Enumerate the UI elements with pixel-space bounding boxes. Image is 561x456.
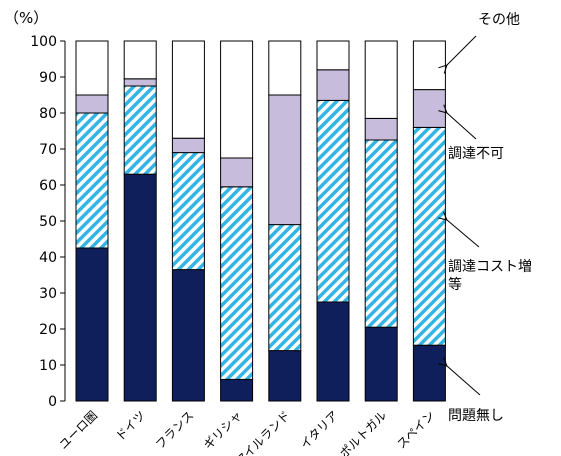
- bar-segment-no-problem: [171, 269, 205, 402]
- legend-arrow: [447, 35, 477, 65]
- bar-segment-other: [171, 40, 205, 139]
- bar-segment-unavailable: [412, 89, 446, 128]
- x-tick-label: イタリア: [298, 408, 342, 452]
- bar-stack: [412, 40, 446, 402]
- bar-segment-other: [316, 40, 350, 71]
- bar-stack: [171, 40, 205, 402]
- x-tick-label: ポルトガル: [337, 408, 389, 456]
- legend: 問題無し 調達コスト増等 調達不可 その他: [447, 12, 532, 424]
- legend-label: 調達不可: [448, 146, 504, 162]
- bar-segment-no-problem: [75, 247, 109, 402]
- bar-segment-other: [220, 40, 254, 159]
- bars: [75, 40, 446, 402]
- x-tick-label: ギリシャ: [201, 408, 245, 452]
- legend-label-line: 等: [448, 276, 462, 293]
- y-tick-label: 60: [39, 178, 57, 194]
- bar-segment-unavailable: [220, 157, 254, 188]
- legend-label: 問題無し: [448, 408, 504, 424]
- bar-segment-cost-increase: [75, 112, 109, 249]
- y-tick-label: 10: [39, 358, 57, 374]
- bar-stack: [220, 40, 254, 402]
- bar-segment-no-problem: [268, 350, 302, 402]
- bar-segment-no-problem: [364, 326, 398, 402]
- x-tick-label: ドイツ: [113, 408, 148, 443]
- bar-segment-no-problem: [123, 173, 157, 402]
- bar-segment-cost-increase: [364, 139, 398, 328]
- bar-segment-no-problem: [316, 301, 350, 402]
- y-tick-label: 80: [39, 106, 57, 122]
- bar-segment-other: [268, 40, 302, 96]
- y-tick-label: 0: [48, 394, 57, 410]
- bar-segment-unavailable: [364, 117, 398, 141]
- bar-segment-cost-increase: [316, 99, 350, 303]
- bar-segment-cost-increase: [220, 186, 254, 380]
- bar-segment-cost-increase: [171, 152, 205, 271]
- y-axis-unit-label: （%）: [4, 9, 48, 27]
- bar-stack: [364, 40, 398, 402]
- bar-segment-cost-increase: [412, 126, 446, 346]
- bar-stack: [268, 40, 302, 402]
- legend-arrow: [447, 220, 480, 248]
- legend-arrow: [447, 113, 477, 140]
- bar-segment-other: [75, 40, 109, 96]
- bar-segment-no-problem: [220, 378, 254, 402]
- legend-arrow: [447, 366, 481, 396]
- y-tick-label: 40: [39, 250, 57, 266]
- bar-stack: [316, 40, 350, 402]
- bar-segment-unavailable: [268, 94, 302, 226]
- y-tick-label: 50: [39, 214, 57, 230]
- legend-label: その他: [478, 12, 520, 28]
- bar-stack: [123, 40, 157, 402]
- bar-segment-cost-increase: [268, 224, 302, 352]
- y-axis: 0 10 20 30 40 50 60 70 80 90 100: [30, 34, 66, 410]
- x-tick-label: フランス: [153, 408, 197, 452]
- legend-label: 調達コスト増等: [448, 259, 532, 293]
- bar-segment-other: [412, 40, 446, 91]
- bar-segment-other: [364, 40, 398, 119]
- y-tick-label: 100: [30, 34, 57, 50]
- y-tick-label: 70: [39, 142, 57, 158]
- y-tick-label: 90: [39, 70, 57, 86]
- bar-segment-unavailable: [171, 137, 205, 154]
- bar-segment-no-problem: [412, 344, 446, 402]
- bar-stack: [75, 40, 109, 402]
- legend-label-line: 調達コスト増: [448, 259, 532, 275]
- bar-segment-unavailable: [123, 78, 157, 87]
- y-tick-label: 30: [39, 286, 57, 302]
- bar-segment-cost-increase: [123, 85, 157, 175]
- bar-segment-unavailable: [316, 69, 350, 101]
- bar-segment-other: [123, 40, 157, 80]
- x-tick-label: ユーロ圏: [56, 408, 100, 452]
- bar-segment-unavailable: [75, 94, 109, 114]
- x-tick-label: スペイン: [394, 408, 437, 451]
- y-tick-label: 20: [39, 322, 57, 338]
